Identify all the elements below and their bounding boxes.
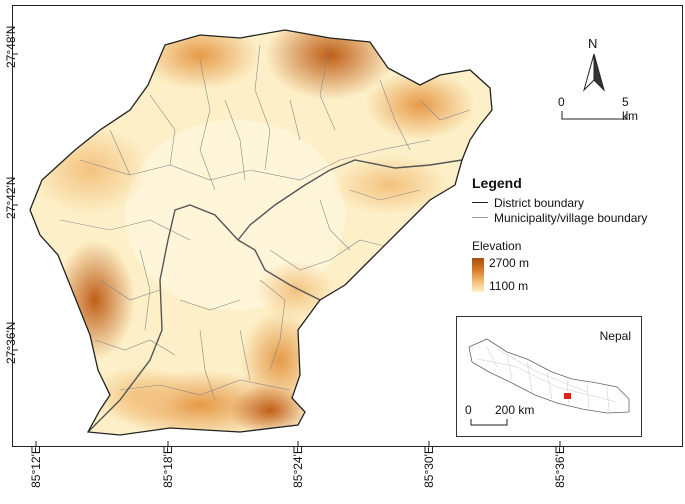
district-boundaries	[87, 159, 463, 433]
inset-title: Nepal	[599, 329, 631, 343]
legend-elevation-title: Elevation	[472, 239, 522, 253]
north-label: N	[588, 36, 598, 51]
scale-bar: 0 5 km	[556, 95, 638, 125]
elevation-shading	[30, 30, 492, 435]
north-arrow-icon	[583, 53, 605, 92]
scale-bar-line	[561, 111, 628, 120]
legend-district-row: District boundary	[472, 195, 672, 210]
nepal-outline	[468, 338, 630, 426]
lat-label-27-36: 27°36'N	[4, 321, 18, 364]
lat-label-27-48: 27°48'N	[4, 25, 18, 68]
study-area-outline	[29, 29, 493, 436]
lon-label-85-30: 85°30'E	[422, 446, 436, 488]
lon-label-85-18: 85°18'E	[161, 446, 175, 488]
lon-label-85-12: 85°12'E	[29, 446, 43, 488]
lon-ticks	[35, 441, 561, 447]
inset-scale-line	[470, 419, 508, 426]
elevation-high-label: 2700 m	[489, 256, 530, 270]
lon-label-85-24: 85°24'E	[291, 446, 305, 488]
legend: Legend District boundary Municipality/vi…	[472, 175, 672, 293]
elevation-low-label: 1100 m	[489, 279, 529, 293]
legend-municipality-row: Municipality/village boundary	[472, 210, 672, 225]
inset-scale-end: 200 km	[495, 403, 535, 417]
scale-start-label: 0	[558, 95, 565, 109]
study-area-highlight	[564, 393, 571, 399]
inset-scale-start: 0	[465, 403, 472, 417]
lat-label-27-42: 27°42'N	[4, 176, 18, 219]
legend-district-label: District boundary	[494, 195, 585, 210]
elevation-color-ramp	[472, 258, 484, 292]
legend-municipality-label: Municipality/village boundary	[494, 210, 648, 225]
legend-title: Legend	[472, 175, 522, 191]
municipality-line-swatch	[472, 217, 488, 218]
lat-ticks	[12, 53, 18, 351]
lon-label-85-36: 85°36'E	[553, 446, 567, 488]
nepal-inset-map: Nepal 0 200 km	[456, 316, 642, 437]
municipality-boundaries	[59, 44, 471, 401]
north-arrow: N	[580, 36, 610, 92]
district-line-swatch	[472, 202, 488, 203]
